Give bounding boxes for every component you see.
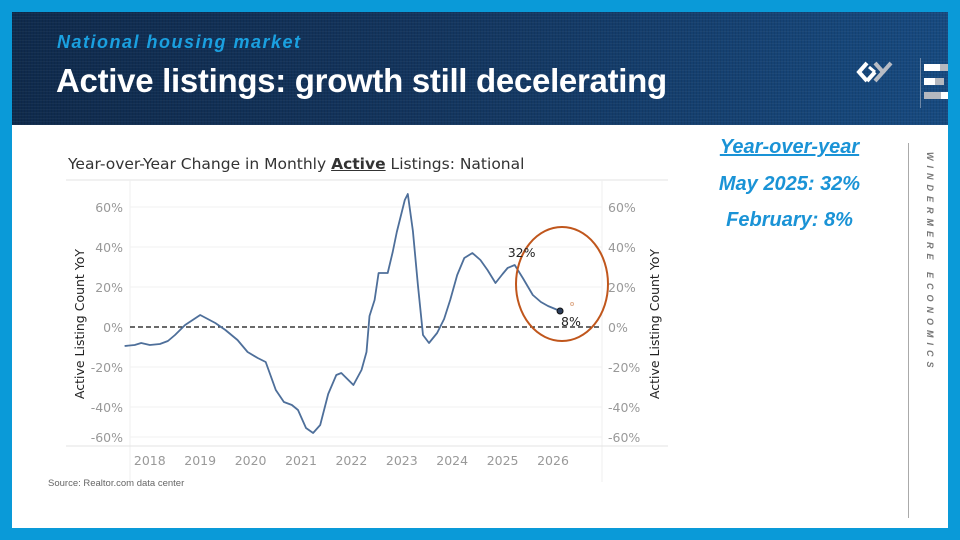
y-tick-label-right: -20%	[608, 360, 640, 375]
chart-title: Year-over-Year Change in Monthly Active …	[68, 155, 524, 173]
y-tick-label-left: 0%	[103, 320, 123, 335]
callout-may-2025: May 2025: 32%	[718, 173, 861, 195]
y-tick-label-right: -60%	[608, 430, 640, 445]
data-label-final: 8%	[561, 314, 581, 329]
slide: National housing market Active listings:…	[12, 12, 948, 528]
y-tick-label-right: 0%	[608, 320, 628, 335]
source-note: Source: Realtor.com data center	[48, 478, 185, 489]
forecast-point-marker	[570, 302, 575, 306]
y-tick-label-left: 60%	[95, 200, 123, 215]
windermere-e-bars-icon	[924, 64, 948, 104]
x-tick-label: 2019	[184, 453, 216, 468]
y-tick-label-left: -40%	[91, 400, 123, 415]
x-tick-label: 2020	[235, 453, 267, 468]
y-axis-title-left: Active Listing Count YoY	[72, 249, 87, 400]
y-tick-label-left: 40%	[95, 240, 123, 255]
x-tick-label: 2022	[335, 453, 367, 468]
brand-divider	[908, 143, 909, 518]
y-axis-title-right: Active Listing Count YoY	[647, 249, 662, 400]
data-label-peak: 32%	[508, 245, 536, 260]
y-tick-label-left: -20%	[91, 360, 123, 375]
chart-title-emphasis: Active	[331, 155, 386, 173]
windermere-diamond-logo-icon	[856, 61, 893, 83]
y-tick-label-right: 40%	[608, 240, 636, 255]
callout-heading: Year-over-year	[719, 136, 860, 158]
x-tick-label: 2023	[386, 453, 418, 468]
y-tick-label-right: -40%	[608, 400, 640, 415]
x-tick-label: 2021	[285, 453, 317, 468]
annotation-circle	[515, 226, 609, 342]
brand-vertical-text: WINDERMERE ECONOMICS	[925, 152, 935, 373]
y-tick-label-left: -60%	[91, 430, 123, 445]
x-tick-label: 2018	[134, 453, 166, 468]
x-tick-label: 2024	[436, 453, 468, 468]
section-kicker: National housing market	[57, 32, 302, 52]
y-tick-label-right: 60%	[608, 200, 636, 215]
x-tick-label: 2026	[537, 453, 569, 468]
y-tick-label-left: 20%	[95, 280, 123, 295]
callout-february: February: 8%	[726, 209, 853, 231]
header-banner: National housing market Active listings:…	[12, 12, 948, 125]
y-tick-label-right: 20%	[608, 280, 636, 295]
x-tick-label: 2025	[487, 453, 519, 468]
logo-divider	[920, 58, 921, 108]
chart-title-suffix: Listings: National	[385, 155, 525, 173]
final-point-marker	[556, 307, 564, 315]
series-line	[124, 193, 561, 434]
chart-title-prefix: Year-over-Year Change in Monthly	[68, 155, 332, 173]
slide-title: Active listings: growth still decelerati…	[56, 62, 667, 99]
line-chart: 60% 60% 40% 40% 20% 20% 0% 0% -20% -20% -40% -40% -6…	[66, 179, 668, 482]
